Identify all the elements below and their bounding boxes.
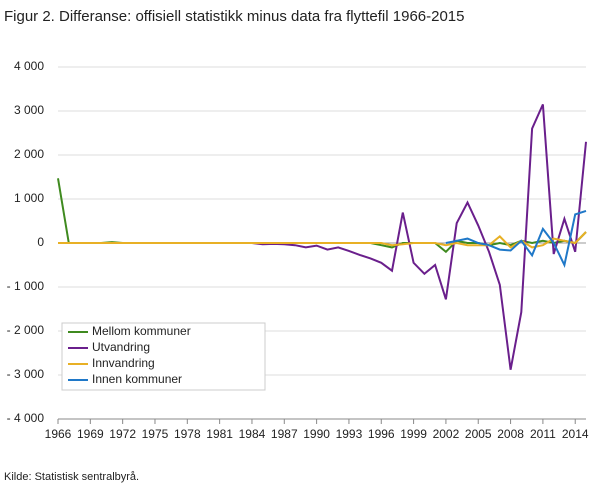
x-tick-label: 1984 bbox=[239, 427, 266, 441]
legend-label: Innen kommuner bbox=[92, 372, 182, 386]
legend-box bbox=[61, 322, 266, 391]
legend-label: Mellom kommuner bbox=[92, 324, 191, 338]
chart-title: Figur 2. Differanse: offisiell statistik… bbox=[4, 8, 465, 25]
series-line bbox=[57, 178, 587, 254]
x-tick-label: 2002 bbox=[433, 427, 460, 441]
y-tick-label: - 1 000 bbox=[7, 279, 45, 293]
y-tick-label: 0 bbox=[37, 235, 44, 249]
x-tick-label: 1966 bbox=[45, 427, 72, 441]
y-tick-label: - 2 000 bbox=[7, 323, 45, 337]
x-tick-label: 2014 bbox=[562, 427, 589, 441]
legend-label: Innvandring bbox=[92, 356, 155, 370]
x-tick-label: 1972 bbox=[109, 427, 136, 441]
x-tick-label: 1999 bbox=[400, 427, 427, 441]
y-tick-label: 3 000 bbox=[14, 103, 44, 117]
y-tick-label: - 4 000 bbox=[7, 411, 45, 425]
source: Kilde: Statistisk sentralbyrå. bbox=[4, 471, 139, 483]
y-tick-label: - 3 000 bbox=[7, 367, 45, 381]
y-tick-label: 2 000 bbox=[14, 147, 44, 161]
series-line bbox=[445, 209, 587, 269]
x-tick-label: 1981 bbox=[206, 427, 233, 441]
y-tick-label: 4 000 bbox=[14, 59, 44, 73]
x-tick-label: 1975 bbox=[142, 427, 169, 441]
x-tick-label: 2011 bbox=[530, 427, 556, 441]
x-tick-label: 1993 bbox=[336, 427, 363, 441]
x-tick-label: 1990 bbox=[303, 427, 330, 441]
x-tick-label: 2005 bbox=[465, 427, 492, 441]
legend-label: Utvandring bbox=[92, 340, 150, 354]
x-tick-label: 1969 bbox=[77, 427, 104, 441]
x-tick-label: 1987 bbox=[271, 427, 298, 441]
x-tick-label: 1978 bbox=[174, 427, 201, 441]
series-line bbox=[58, 231, 587, 249]
x-tick-label: 2008 bbox=[497, 427, 524, 441]
x-tick-label: 1996 bbox=[368, 427, 395, 441]
y-tick-label: 1 000 bbox=[14, 191, 44, 205]
